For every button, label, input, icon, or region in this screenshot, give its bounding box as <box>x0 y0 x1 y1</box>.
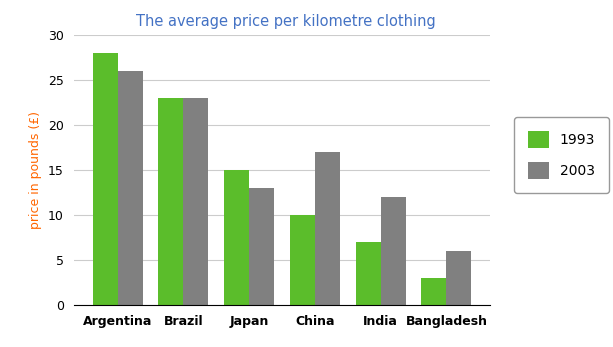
Bar <box>356 242 381 305</box>
Bar <box>446 251 471 305</box>
Bar <box>158 98 183 305</box>
Bar <box>118 71 142 305</box>
Bar <box>315 152 340 305</box>
Bar <box>290 215 315 305</box>
Bar <box>183 98 208 305</box>
Bar <box>93 53 118 305</box>
Bar <box>224 170 249 305</box>
Text: The average price per kilometre clothing: The average price per kilometre clothing <box>136 14 436 29</box>
Bar <box>249 188 274 305</box>
Bar <box>381 197 406 305</box>
Bar <box>422 278 446 305</box>
Y-axis label: price in pounds (£): price in pounds (£) <box>29 111 42 229</box>
Legend: 1993, 2003: 1993, 2003 <box>514 117 609 193</box>
